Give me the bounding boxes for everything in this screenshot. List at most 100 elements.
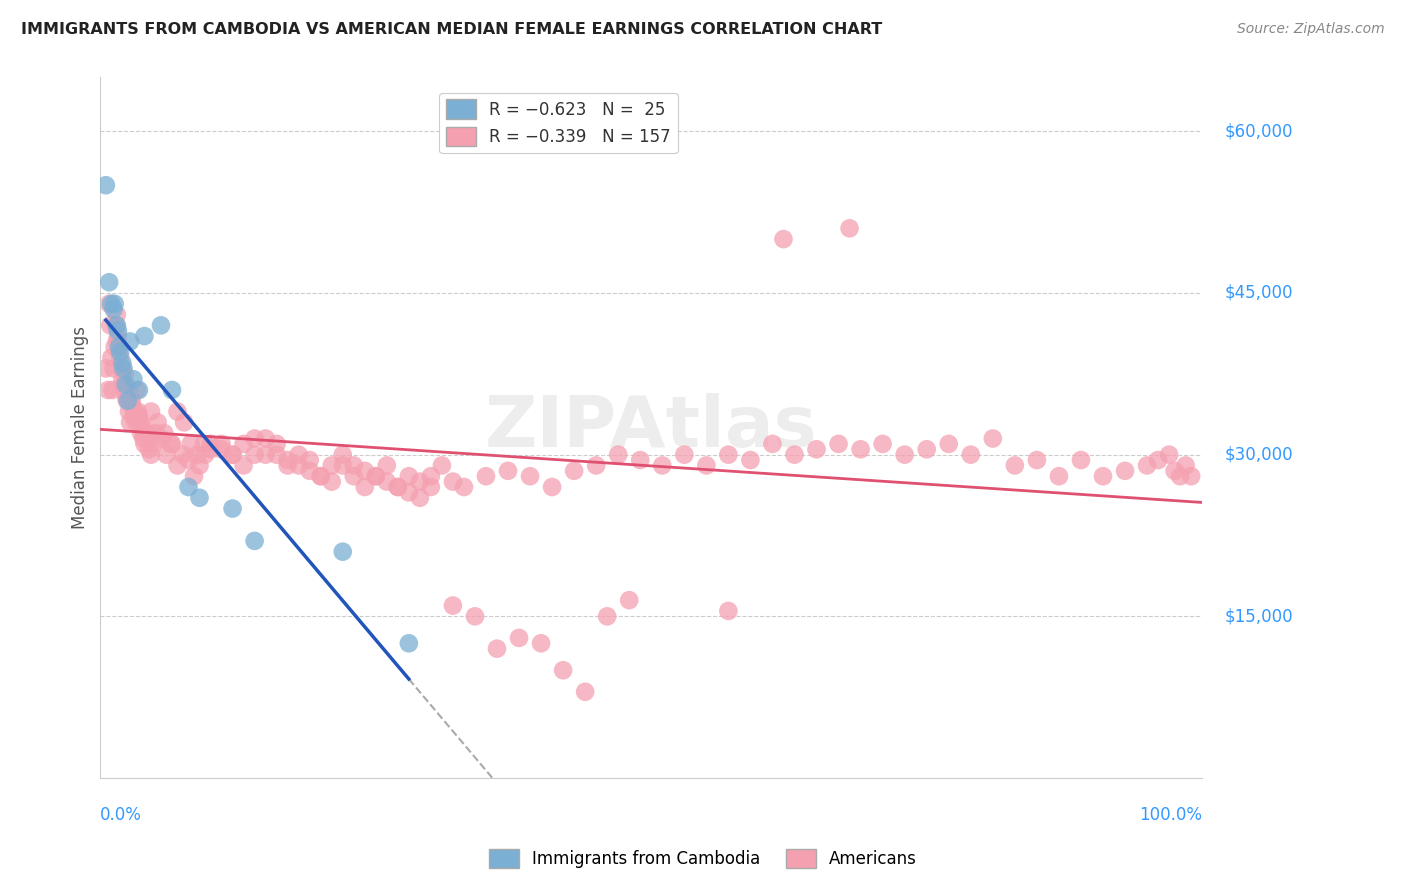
Point — [94, 361, 117, 376]
Point — [419, 469, 441, 483]
Point — [128, 383, 150, 397]
Point — [353, 480, 375, 494]
Point — [94, 178, 117, 193]
Point — [574, 685, 596, 699]
Point — [806, 442, 828, 457]
Point — [541, 480, 564, 494]
Point — [1168, 469, 1191, 483]
Text: $60,000: $60,000 — [1225, 122, 1292, 140]
Point — [146, 415, 169, 429]
Point — [243, 448, 266, 462]
Point — [309, 469, 332, 483]
Point — [114, 388, 136, 402]
Point — [409, 475, 432, 489]
Point — [254, 432, 277, 446]
Point — [98, 318, 121, 333]
Point — [172, 448, 194, 462]
Point — [1174, 458, 1197, 473]
Point — [108, 340, 131, 354]
Point — [321, 475, 343, 489]
Point — [134, 329, 156, 343]
Point — [553, 663, 575, 677]
Point — [155, 448, 177, 462]
Legend: R = −0.623   N =  25, R = −0.339   N = 157: R = −0.623 N = 25, R = −0.339 N = 157 — [439, 93, 678, 153]
Point — [1159, 448, 1181, 462]
Point — [138, 442, 160, 457]
Point — [277, 453, 299, 467]
Point — [398, 469, 420, 483]
Point — [107, 329, 129, 343]
Point — [1047, 469, 1070, 483]
Point — [112, 361, 135, 376]
Point — [121, 399, 143, 413]
Point — [254, 448, 277, 462]
Point — [117, 383, 139, 397]
Point — [673, 448, 696, 462]
Point — [132, 432, 155, 446]
Point — [1070, 453, 1092, 467]
Point — [596, 609, 619, 624]
Legend: Immigrants from Cambodia, Americans: Immigrants from Cambodia, Americans — [482, 842, 924, 875]
Point — [1136, 458, 1159, 473]
Point — [343, 458, 366, 473]
Point — [108, 340, 131, 354]
Point — [387, 480, 409, 494]
Point — [104, 318, 127, 333]
Point — [508, 631, 530, 645]
Point — [108, 351, 131, 365]
Point — [915, 442, 938, 457]
Point — [160, 383, 183, 397]
Point — [114, 383, 136, 397]
Point — [129, 426, 152, 441]
Point — [120, 415, 142, 429]
Point — [1114, 464, 1136, 478]
Point — [607, 448, 630, 462]
Point — [243, 533, 266, 548]
Point — [188, 491, 211, 505]
Point — [105, 308, 128, 322]
Point — [530, 636, 553, 650]
Point — [111, 372, 134, 386]
Point — [129, 415, 152, 429]
Point — [98, 275, 121, 289]
Point — [97, 383, 120, 397]
Point — [375, 475, 398, 489]
Y-axis label: Median Female Earnings: Median Female Earnings — [72, 326, 89, 529]
Text: 0.0%: 0.0% — [100, 806, 142, 824]
Point — [177, 480, 200, 494]
Point — [149, 432, 172, 446]
Point — [200, 442, 222, 457]
Point — [519, 469, 541, 483]
Point — [110, 361, 132, 376]
Text: 100.0%: 100.0% — [1139, 806, 1202, 824]
Point — [131, 421, 153, 435]
Point — [651, 458, 673, 473]
Point — [893, 448, 915, 462]
Point — [134, 426, 156, 441]
Point — [160, 437, 183, 451]
Point — [117, 393, 139, 408]
Text: $45,000: $45,000 — [1225, 284, 1292, 302]
Point — [221, 501, 243, 516]
Point — [232, 437, 254, 451]
Point — [115, 393, 138, 408]
Point — [105, 334, 128, 349]
Text: $30,000: $30,000 — [1225, 446, 1294, 464]
Point — [959, 448, 981, 462]
Point — [98, 297, 121, 311]
Point — [104, 340, 127, 354]
Point — [114, 367, 136, 381]
Text: ZIPAtlas: ZIPAtlas — [485, 393, 817, 462]
Point — [1180, 469, 1202, 483]
Point — [496, 464, 519, 478]
Point — [122, 409, 145, 424]
Point — [166, 458, 188, 473]
Point — [128, 409, 150, 424]
Point — [177, 453, 200, 467]
Point — [142, 437, 165, 451]
Point — [103, 302, 125, 317]
Point — [298, 453, 321, 467]
Point — [173, 415, 195, 429]
Point — [364, 469, 387, 483]
Point — [430, 458, 453, 473]
